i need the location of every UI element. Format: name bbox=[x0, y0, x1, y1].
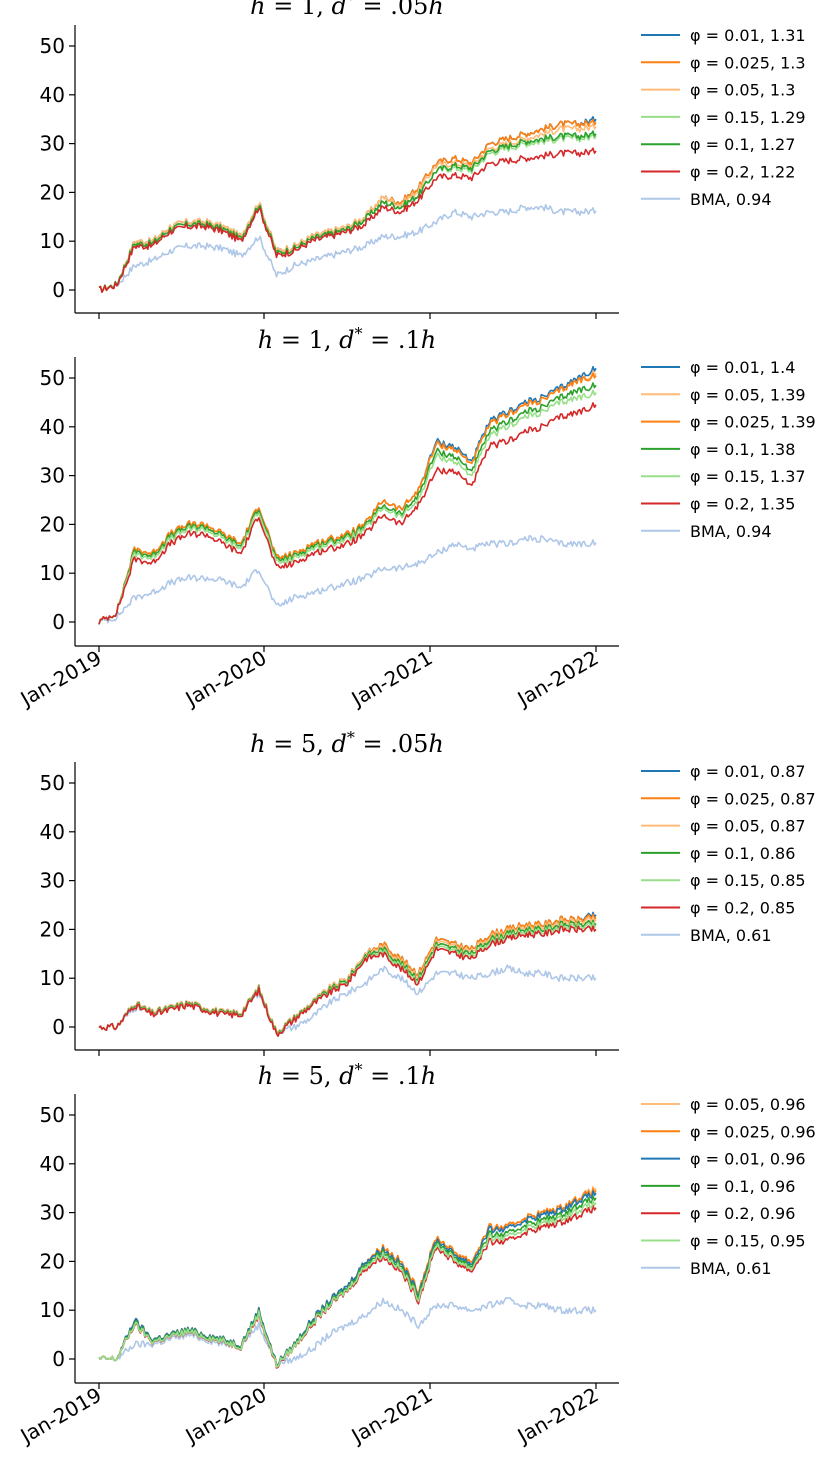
series-line-phi-0-1 bbox=[98, 382, 597, 625]
series-line-phi-0-01 bbox=[98, 1190, 597, 1367]
legend-entry: φ = 0.025, 0.96 bbox=[690, 1122, 816, 1141]
legend-entry: φ = 0.025, 1.39 bbox=[690, 413, 816, 432]
series-line-phi-0-05 bbox=[98, 123, 597, 293]
x-tick-label: Jan-2019 bbox=[15, 646, 106, 712]
series-line-phi-0-025 bbox=[98, 1187, 597, 1367]
legend-entry: φ = 0.15, 1.29 bbox=[690, 108, 806, 127]
series-line-phi-0-025 bbox=[98, 372, 597, 625]
y-tick-label: 40 bbox=[40, 1152, 65, 1176]
series-line-phi-0-1 bbox=[98, 130, 597, 293]
legend-entry: φ = 0.01, 0.87 bbox=[690, 762, 806, 781]
y-tick-label: 50 bbox=[40, 1103, 65, 1127]
series-line-phi-0-2 bbox=[98, 402, 597, 625]
y-tick-label: 10 bbox=[40, 561, 65, 585]
chart-title: h = 5, d* = .05h bbox=[250, 728, 444, 758]
legend-entry: φ = 0.15, 1.37 bbox=[690, 467, 806, 486]
y-tick-label: 20 bbox=[40, 512, 65, 536]
chart-panel-3: h = 5, d* = .05h 0 10 20 30 40 50 φ = 0.01, 0.8… bbox=[40, 728, 816, 1056]
y-tick-label: 10 bbox=[40, 1298, 65, 1322]
y-tick-label: 0 bbox=[52, 610, 65, 634]
legend-entry: φ = 0.01, 1.31 bbox=[690, 26, 806, 45]
y-tick-label: 0 bbox=[52, 278, 65, 302]
y-tick-label: 30 bbox=[40, 464, 65, 488]
legend-entry: φ = 0.05, 1.39 bbox=[690, 385, 806, 404]
legend-entry: φ = 0.1, 1.27 bbox=[690, 135, 795, 154]
legend-entry: φ = 0.1, 1.38 bbox=[690, 440, 795, 459]
x-tick-label: Jan-2021 bbox=[346, 1383, 437, 1449]
series-line-phi-0-05 bbox=[98, 916, 597, 1035]
legend-entry: φ = 0.05, 1.3 bbox=[690, 81, 795, 100]
series-line-phi-0-05 bbox=[98, 1185, 597, 1367]
series-line-BMA bbox=[98, 204, 597, 293]
x-tick-label: Jan-2020 bbox=[180, 646, 271, 712]
legend-entry: φ = 0.05, 0.96 bbox=[690, 1095, 806, 1114]
x-tick-label: Jan-2019 bbox=[15, 1383, 106, 1449]
y-tick-label: 40 bbox=[40, 415, 65, 439]
series-line-BMA bbox=[98, 534, 597, 625]
y-tick-label: 20 bbox=[40, 1249, 65, 1273]
legend-entry: φ = 0.1, 0.96 bbox=[690, 1177, 795, 1196]
legend-entry: φ = 0.2, 0.96 bbox=[690, 1204, 795, 1223]
y-tick-label: 50 bbox=[40, 366, 65, 390]
chart-panel-2: h = 1, d* = .1h 0 10 20 30 40 50 Jan-2019 Jan-20… bbox=[15, 324, 816, 712]
series-line-phi-0-2 bbox=[98, 147, 597, 293]
legend-entry: φ = 0.15, 0.85 bbox=[690, 871, 806, 890]
x-tick-label: Jan-2020 bbox=[180, 1383, 271, 1449]
legend-entry: φ = 0.01, 1.4 bbox=[690, 358, 795, 377]
series-line-BMA bbox=[98, 964, 597, 1036]
legend-entry: φ = 0.2, 0.85 bbox=[690, 899, 795, 918]
y-tick-label: 40 bbox=[40, 83, 65, 107]
chart-title: h = 1, d* = .1h bbox=[258, 324, 436, 354]
y-tick-label: 0 bbox=[52, 1347, 65, 1371]
series-line-phi-0-15 bbox=[98, 1200, 597, 1368]
legend-entry: φ = 0.05, 0.87 bbox=[690, 817, 806, 836]
y-tick-label: 30 bbox=[40, 1201, 65, 1225]
series-line-phi-0-2 bbox=[98, 925, 597, 1037]
chart-title: h = 5, d* = .1h bbox=[258, 1060, 436, 1090]
legend-entry: BMA, 0.94 bbox=[690, 190, 772, 209]
legend-entry: BMA, 0.94 bbox=[690, 522, 772, 541]
chart-panel-1: h = 1, d* = .05h 0 10 20 30 40 50 φ = 0.01, 1.3… bbox=[40, 0, 806, 319]
legend-entry: BMA, 0.61 bbox=[690, 1259, 772, 1278]
legend-entry: φ = 0.025, 0.87 bbox=[690, 789, 816, 808]
legend-entry: φ = 0.2, 1.35 bbox=[690, 495, 795, 514]
x-tick-label: Jan-2022 bbox=[512, 1383, 603, 1449]
y-tick-label: 20 bbox=[40, 180, 65, 204]
legend-entry: φ = 0.1, 0.86 bbox=[690, 844, 795, 863]
legend-entry: φ = 0.2, 1.22 bbox=[690, 163, 795, 182]
legend-entry: BMA, 0.61 bbox=[690, 926, 772, 945]
legend-entry: φ = 0.025, 1.3 bbox=[690, 53, 806, 72]
legend-entry: φ = 0.15, 0.95 bbox=[690, 1232, 806, 1251]
series-line-phi-0-15 bbox=[98, 389, 597, 625]
y-tick-label: 50 bbox=[40, 771, 65, 795]
chart-panel-4: h = 5, d* = .1h 0 10 20 30 40 50 Jan-2019 Jan-20… bbox=[15, 1060, 816, 1449]
y-tick-label: 0 bbox=[52, 1015, 65, 1039]
y-tick-label: 30 bbox=[40, 132, 65, 156]
y-tick-label: 20 bbox=[40, 917, 65, 941]
x-tick-label: Jan-2022 bbox=[512, 646, 603, 712]
x-tick-label: Jan-2021 bbox=[346, 646, 437, 712]
y-tick-label: 30 bbox=[40, 869, 65, 893]
y-tick-label: 10 bbox=[40, 966, 65, 990]
y-tick-label: 40 bbox=[40, 820, 65, 844]
legend-entry: φ = 0.01, 0.96 bbox=[690, 1150, 806, 1169]
y-tick-label: 50 bbox=[40, 34, 65, 58]
series-line-phi-0-05 bbox=[98, 370, 597, 625]
chart-title: h = 1, d* = .05h bbox=[250, 0, 444, 20]
y-tick-label: 10 bbox=[40, 229, 65, 253]
